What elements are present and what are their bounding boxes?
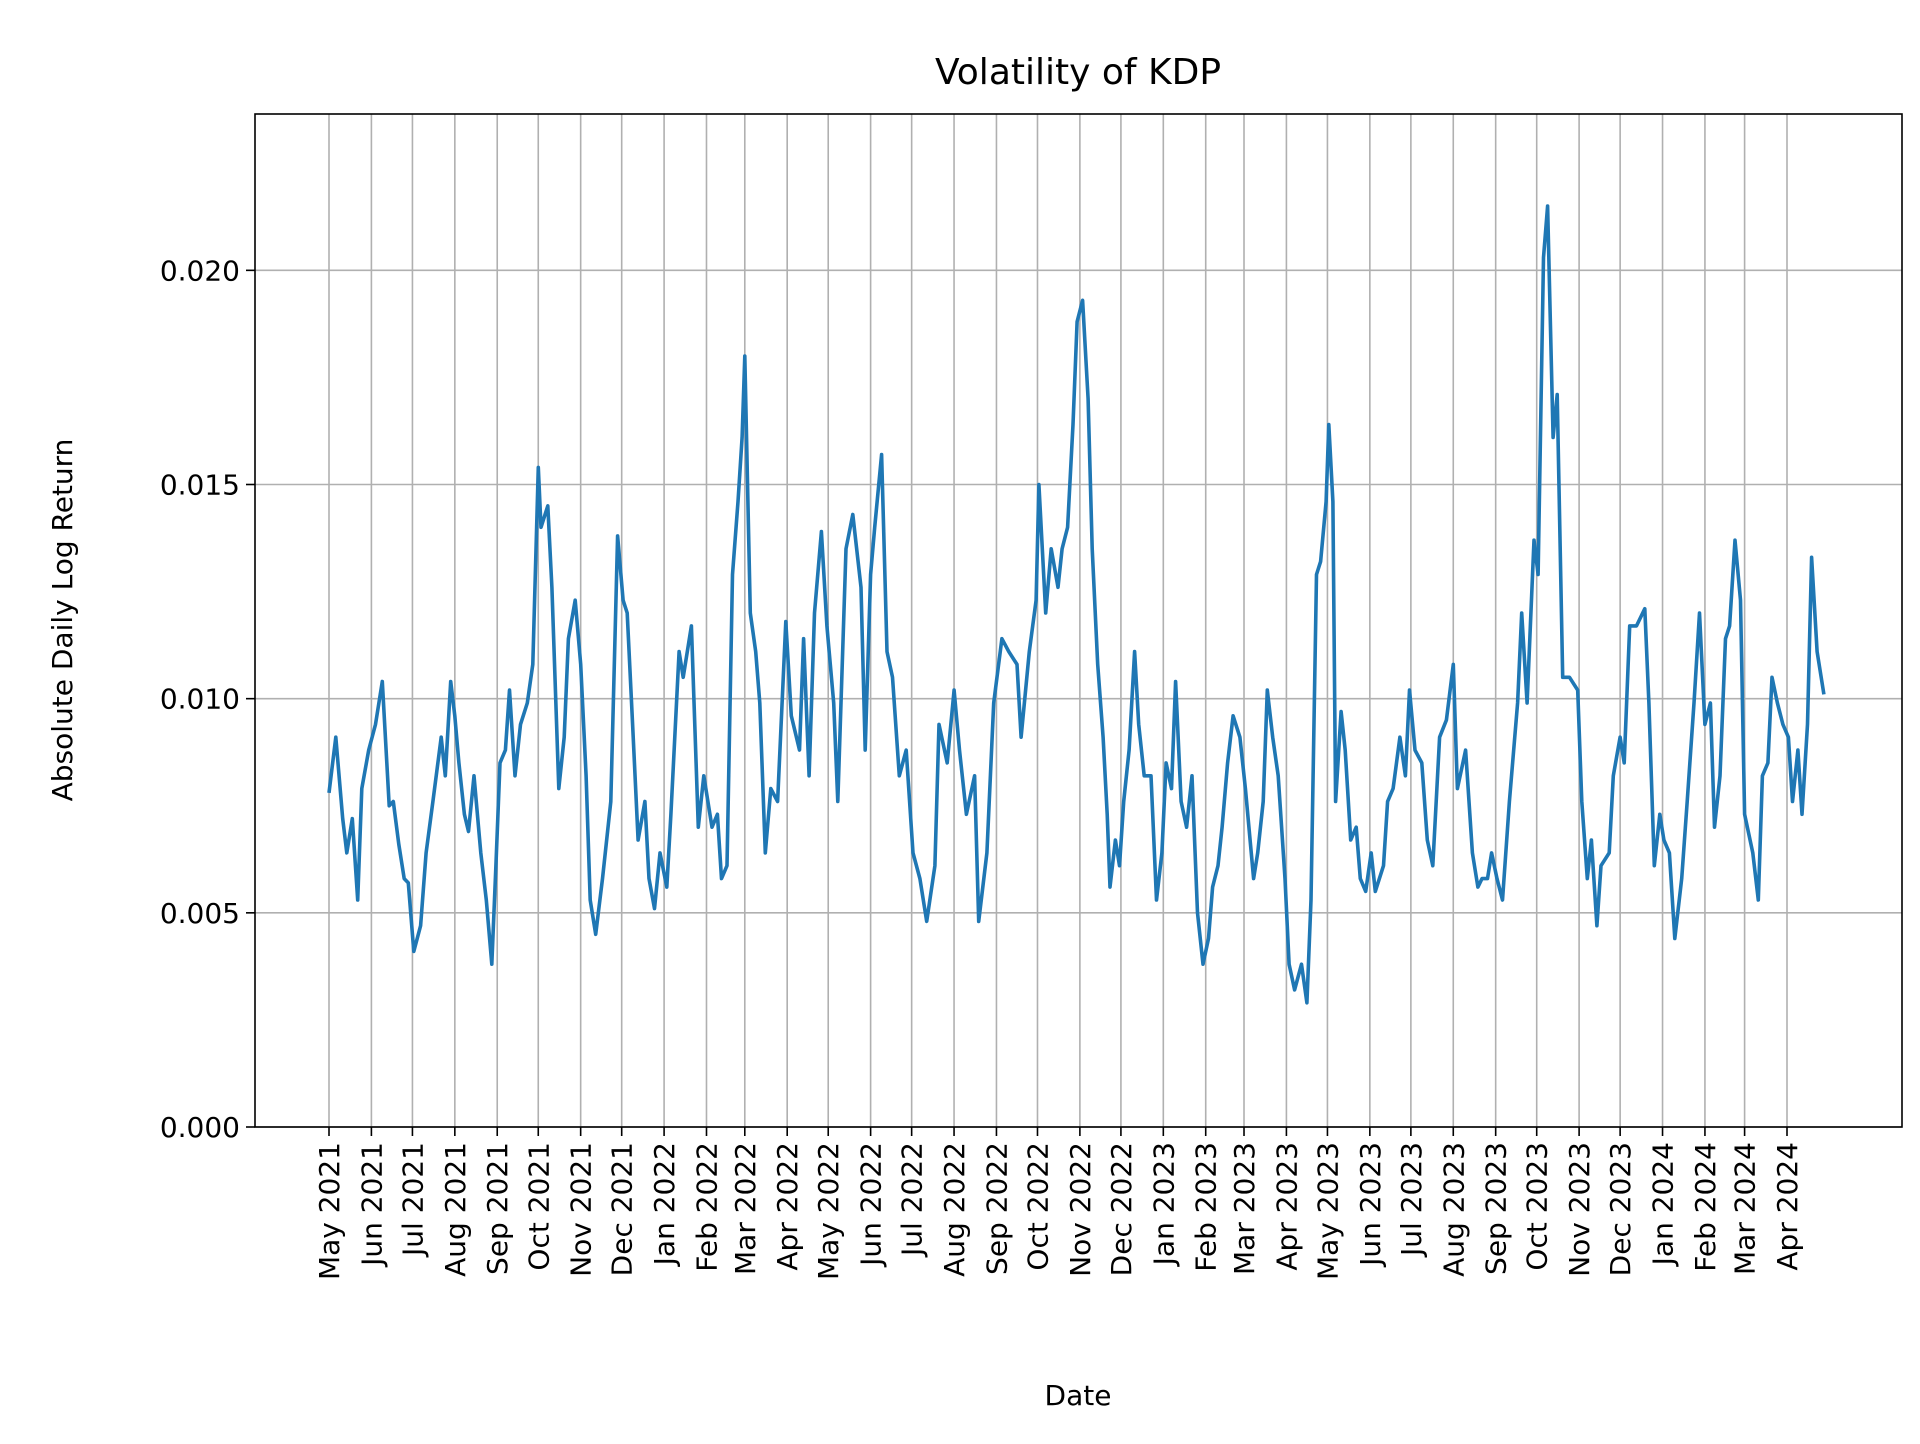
x-tick-label: Nov 2022 — [1064, 1142, 1097, 1277]
ticks: 0.000 0.005 0.010 0.015 0.020 May 2021 Jun 202… — [160, 254, 1804, 1280]
x-tick-label: Sep 2021 — [481, 1142, 514, 1275]
x-tick-label: Jun 2022 — [855, 1142, 888, 1268]
x-tick-label: Dec 2022 — [1105, 1142, 1138, 1276]
y-tick-label: 0.005 — [160, 897, 240, 930]
y-tick-label: 0.020 — [160, 254, 240, 287]
x-tick-label: Aug 2022 — [938, 1142, 971, 1277]
data-line-group — [327, 204, 1826, 1005]
x-tick-label: Apr 2022 — [771, 1142, 804, 1271]
x-tick-label: May 2021 — [313, 1142, 346, 1280]
x-tick-label: Dec 2021 — [606, 1142, 639, 1276]
x-tick-label: Feb 2023 — [1190, 1142, 1223, 1272]
x-tick-label: Oct 2023 — [1521, 1142, 1554, 1271]
x-tick-label: Apr 2023 — [1270, 1142, 1303, 1271]
y-axis-label: Absolute Daily Log Return — [46, 439, 79, 802]
y-tick-label: 0.000 — [160, 1111, 240, 1144]
x-tick-label: Sep 2023 — [1480, 1142, 1513, 1275]
volatility-series-line — [327, 204, 1826, 1005]
x-tick-label: Jul 2022 — [896, 1142, 929, 1258]
x-tick-label: Dec 2023 — [1604, 1142, 1637, 1276]
x-tick-label: Mar 2022 — [729, 1142, 762, 1275]
x-tick-label: Jul 2021 — [396, 1142, 429, 1258]
x-tick-label: Aug 2023 — [1437, 1142, 1470, 1277]
x-tick-label: Mar 2023 — [1228, 1142, 1261, 1275]
x-tick-label: May 2023 — [1311, 1142, 1344, 1280]
y-tick-label: 0.010 — [160, 683, 240, 716]
x-tick-label: Oct 2022 — [1021, 1142, 1054, 1271]
x-tick-label: Oct 2021 — [522, 1142, 555, 1271]
x-tick-label: Nov 2021 — [565, 1142, 598, 1277]
x-tick-label: Jun 2023 — [1354, 1142, 1387, 1268]
chart-title: Volatility of KDP — [935, 52, 1221, 93]
x-tick-label: Feb 2022 — [690, 1142, 723, 1272]
x-tick-label: Jan 2022 — [648, 1142, 681, 1267]
x-tick-label: Jan 2023 — [1147, 1142, 1180, 1267]
x-tick-label: Feb 2024 — [1689, 1142, 1722, 1272]
x-axis-label: Date — [1045, 1379, 1112, 1412]
y-tick-label: 0.015 — [160, 469, 240, 502]
plot-frame — [254, 113, 1903, 1128]
x-tick-label: Mar 2024 — [1729, 1142, 1762, 1275]
x-tick-label: Aug 2021 — [439, 1142, 472, 1277]
x-tick-label: May 2022 — [812, 1142, 845, 1280]
x-tick-label: Jan 2024 — [1647, 1142, 1680, 1267]
x-tick-label: Jun 2021 — [355, 1142, 388, 1268]
x-tick-label: Apr 2024 — [1771, 1142, 1804, 1271]
x-tick-label: Nov 2023 — [1563, 1142, 1596, 1277]
x-tick-label: Jul 2023 — [1395, 1142, 1428, 1258]
x-tick-label: Sep 2022 — [980, 1142, 1013, 1275]
